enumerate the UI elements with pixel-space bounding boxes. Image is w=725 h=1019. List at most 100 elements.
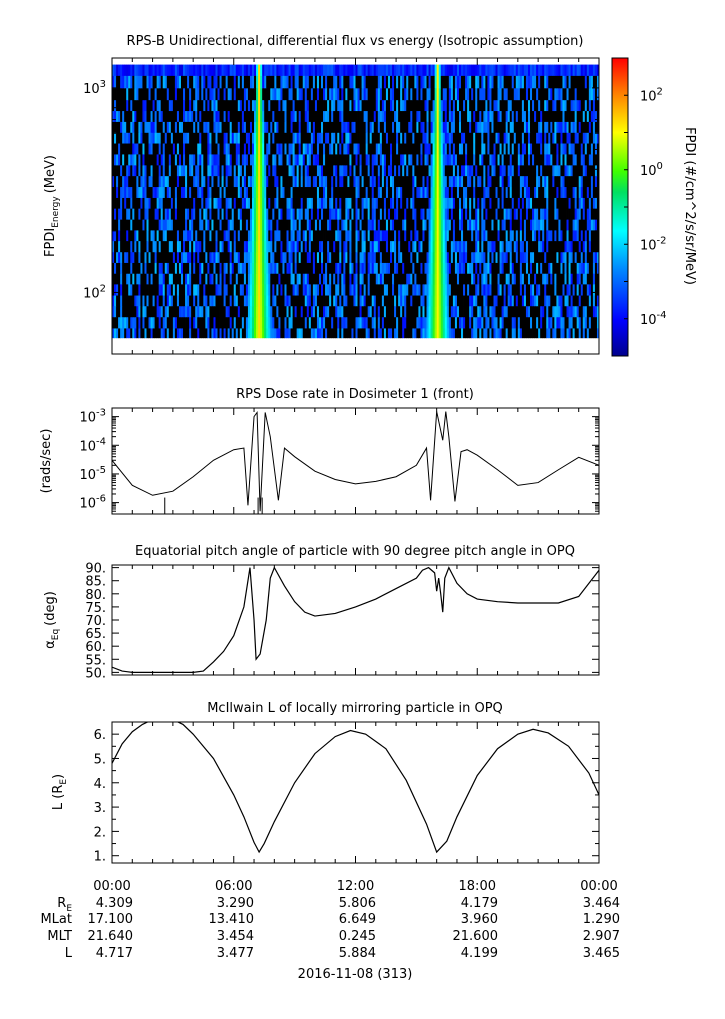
spectrogram-cell — [521, 295, 525, 307]
spectrogram-cell — [530, 164, 533, 177]
spectrogram-cell — [532, 328, 535, 339]
spectrogram-cell — [373, 186, 377, 198]
spectrogram-cell — [112, 273, 115, 285]
spectrogram-cell — [359, 143, 362, 155]
spectrogram-cell — [394, 143, 397, 155]
spectrogram-cell — [140, 283, 143, 296]
spectrogram-cell — [288, 251, 291, 263]
spectrogram-cell — [473, 328, 476, 339]
spectrogram-cell — [166, 110, 170, 122]
spectrogram-cell — [436, 273, 440, 285]
spectrogram-cell — [130, 283, 133, 296]
spectrogram-cell — [268, 262, 271, 274]
spectrogram-cell — [300, 283, 304, 296]
spectrogram-cell — [183, 154, 186, 166]
spectrogram-cell — [183, 262, 186, 274]
spectrogram-cell — [592, 132, 596, 144]
spectrogram-cell — [387, 197, 391, 209]
spectrogram-cell — [306, 164, 310, 177]
spectrogram-cell — [142, 132, 145, 144]
spectrogram-cell — [335, 316, 338, 329]
spectrogram-cell — [578, 283, 582, 296]
spectrogram-cell — [327, 283, 330, 296]
spectrogram-cell — [402, 273, 405, 285]
spectrogram-cell — [166, 295, 170, 307]
spectrogram-cell — [566, 186, 569, 198]
spectrogram-cell — [392, 240, 395, 253]
spectrogram-cell — [118, 175, 121, 188]
spectrogram-cell — [207, 229, 210, 242]
spectrogram-cell — [513, 132, 517, 144]
spectrogram-cell — [341, 208, 344, 220]
spectrogram-cell — [357, 143, 360, 155]
spectrogram-cell — [237, 132, 241, 144]
spectrogram-cell — [337, 121, 340, 133]
spectrogram-cell — [219, 316, 222, 329]
spectrogram-cell — [363, 316, 367, 329]
spectrogram-cell — [564, 219, 567, 231]
spectrogram-cell — [114, 164, 117, 177]
spectrogram-cell — [331, 328, 334, 339]
spectrogram-cell — [189, 229, 192, 242]
spectrogram-cell — [227, 316, 231, 329]
spectrogram-cell — [473, 143, 476, 155]
spectrogram-cell — [345, 164, 348, 177]
spectrogram-cell — [144, 273, 147, 285]
spectrogram-cell — [430, 132, 434, 144]
spectrogram-cell — [180, 164, 184, 177]
spectrogram-cell — [582, 197, 586, 209]
spectrogram-cell — [132, 186, 135, 198]
spectrogram-cell — [570, 240, 574, 253]
spectrogram-cell — [398, 197, 401, 209]
spectrogram-cell — [327, 143, 330, 155]
spectrogram-cell — [540, 219, 543, 231]
spectrogram-cell — [164, 143, 168, 155]
spectrogram-cell — [550, 283, 553, 296]
spectrogram-cell — [258, 154, 261, 166]
spectrogram-cell — [337, 164, 340, 177]
spectrogram-cell — [418, 154, 421, 166]
spectrogram-cell — [284, 219, 287, 231]
spectrogram-cell — [114, 110, 117, 122]
spectrogram-cell — [183, 164, 186, 177]
spectrogram-cell — [426, 186, 429, 198]
spectrogram-cell — [227, 132, 231, 144]
spectrogram-cell — [359, 219, 362, 231]
spectrogram-cell — [570, 251, 574, 263]
spectrogram-cell — [221, 305, 224, 318]
spectrogram-cell — [481, 229, 484, 242]
spectrogram-cell — [327, 305, 330, 318]
spectrogram-cell — [294, 283, 298, 296]
spectrogram-cell — [296, 175, 300, 188]
spectrogram-cell — [116, 295, 119, 307]
spectrogram-cell — [286, 251, 289, 263]
spectrogram-cell — [507, 240, 511, 253]
spectrogram-cell — [142, 208, 145, 220]
spectrogram-cell — [408, 197, 411, 209]
spectrogram-cell — [458, 197, 462, 209]
spectrogram-cell — [252, 219, 255, 231]
spectrogram-cell — [540, 283, 543, 296]
spectrogram-cell — [243, 273, 247, 285]
spectrogram-cell — [150, 251, 153, 263]
spectrogram-cell — [430, 186, 434, 198]
spectrogram-cell — [420, 186, 423, 198]
spectrogram-cell — [219, 229, 222, 242]
spectrogram-cell — [335, 305, 338, 318]
spectrogram-cell — [191, 262, 194, 274]
spectrogram-cell — [576, 283, 580, 296]
spectrogram-cell — [379, 273, 383, 285]
spectrogram-cell — [276, 251, 279, 263]
spectrogram-cell — [489, 186, 492, 198]
spectrogram-cell — [205, 132, 208, 144]
spectrogram-cell — [235, 208, 239, 220]
spectrogram-cell — [114, 229, 117, 242]
spectrogram-cell — [377, 121, 381, 133]
spectrogram-cell — [122, 305, 125, 318]
spectrogram-cell — [465, 240, 468, 253]
spectrogram-cell — [542, 316, 545, 329]
spectrogram-cell — [365, 251, 369, 263]
spectrogram-cell — [540, 316, 543, 329]
spectrogram-cell — [379, 121, 383, 133]
spectrogram-cell — [225, 283, 229, 296]
